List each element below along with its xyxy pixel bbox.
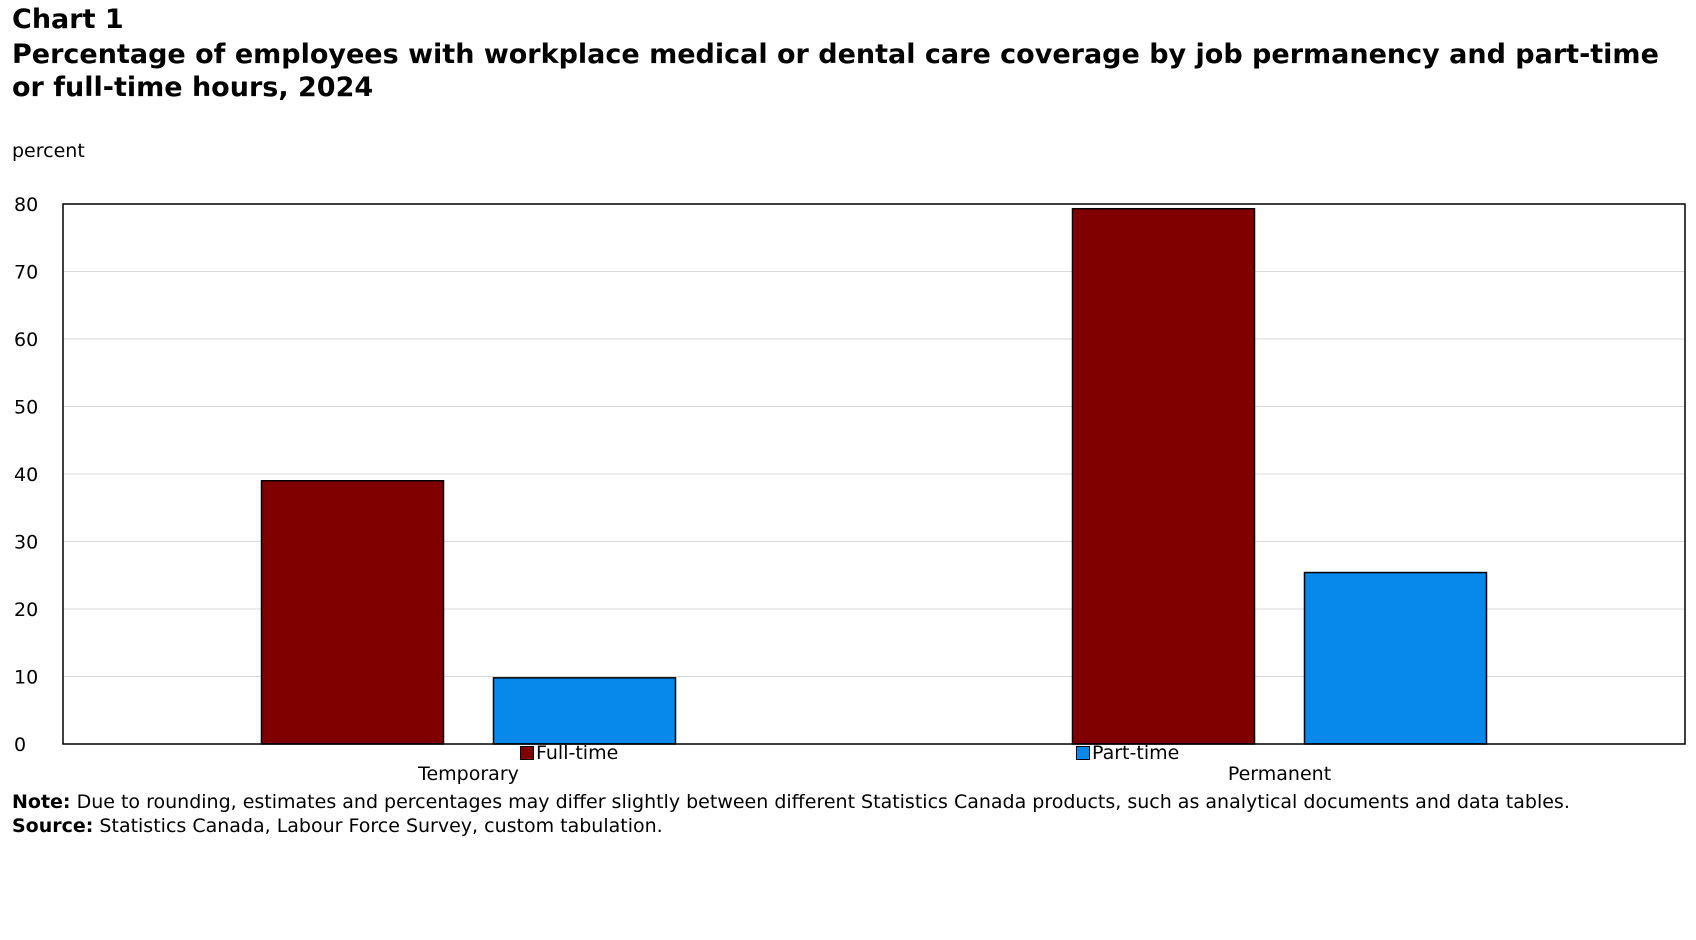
y-tick-label-30: 30	[14, 532, 38, 554]
plot-frame	[62, 203, 1686, 745]
y-tick-label-20: 20	[14, 599, 38, 621]
y-tick-label-70: 70	[14, 262, 38, 284]
chart-notes: Note: Due to rounding, estimates and per…	[12, 790, 1692, 838]
legend-item-part-time: Part-time	[1076, 742, 1179, 764]
legend-item-full-time: Full-time	[520, 742, 618, 764]
y-axis-unit-label: percent	[12, 140, 85, 162]
note-label: Note:	[12, 791, 71, 813]
source-text: Statistics Canada, Labour Force Survey, …	[93, 815, 663, 837]
y-tick-label-0: 0	[14, 734, 26, 756]
legend-label-full-time: Full-time	[536, 742, 619, 764]
y-tick-label-10: 10	[14, 667, 38, 689]
y-tick-label-40: 40	[14, 464, 38, 486]
legend-label-part-time: Part-time	[1092, 742, 1180, 764]
bars	[260, 207, 1488, 745]
x-tick-label-permanent: Permanent	[1228, 763, 1331, 785]
bar-temporary-part-time	[492, 677, 677, 745]
legend-swatch-part-time	[1076, 746, 1090, 760]
y-tick-label-80: 80	[14, 194, 38, 216]
x-axis-ticks: Temporary Permanent	[417, 763, 1331, 785]
source-line: Source: Statistics Canada, Labour Force …	[12, 814, 1692, 838]
bar-permanent-full-time	[1071, 207, 1256, 745]
y-tick-label-50: 50	[14, 397, 38, 419]
note-line: Note: Due to rounding, estimates and per…	[12, 790, 1692, 814]
chart-title: Percentage of employees with workplace m…	[12, 39, 1659, 103]
chart-number: Chart 1	[12, 4, 124, 35]
note-text: Due to rounding, estimates and percentag…	[70, 791, 1570, 813]
y-tick-label-60: 60	[14, 329, 38, 351]
legend-swatch-full-time	[520, 746, 534, 760]
source-label: Source:	[12, 815, 94, 837]
x-tick-label-temporary: Temporary	[417, 763, 519, 785]
bar-temporary-full-time	[260, 480, 445, 745]
bar-permanent-part-time	[1303, 571, 1488, 745]
y-axis-ticks: 0 10 20 30 40 50 60 70 80	[14, 194, 38, 756]
